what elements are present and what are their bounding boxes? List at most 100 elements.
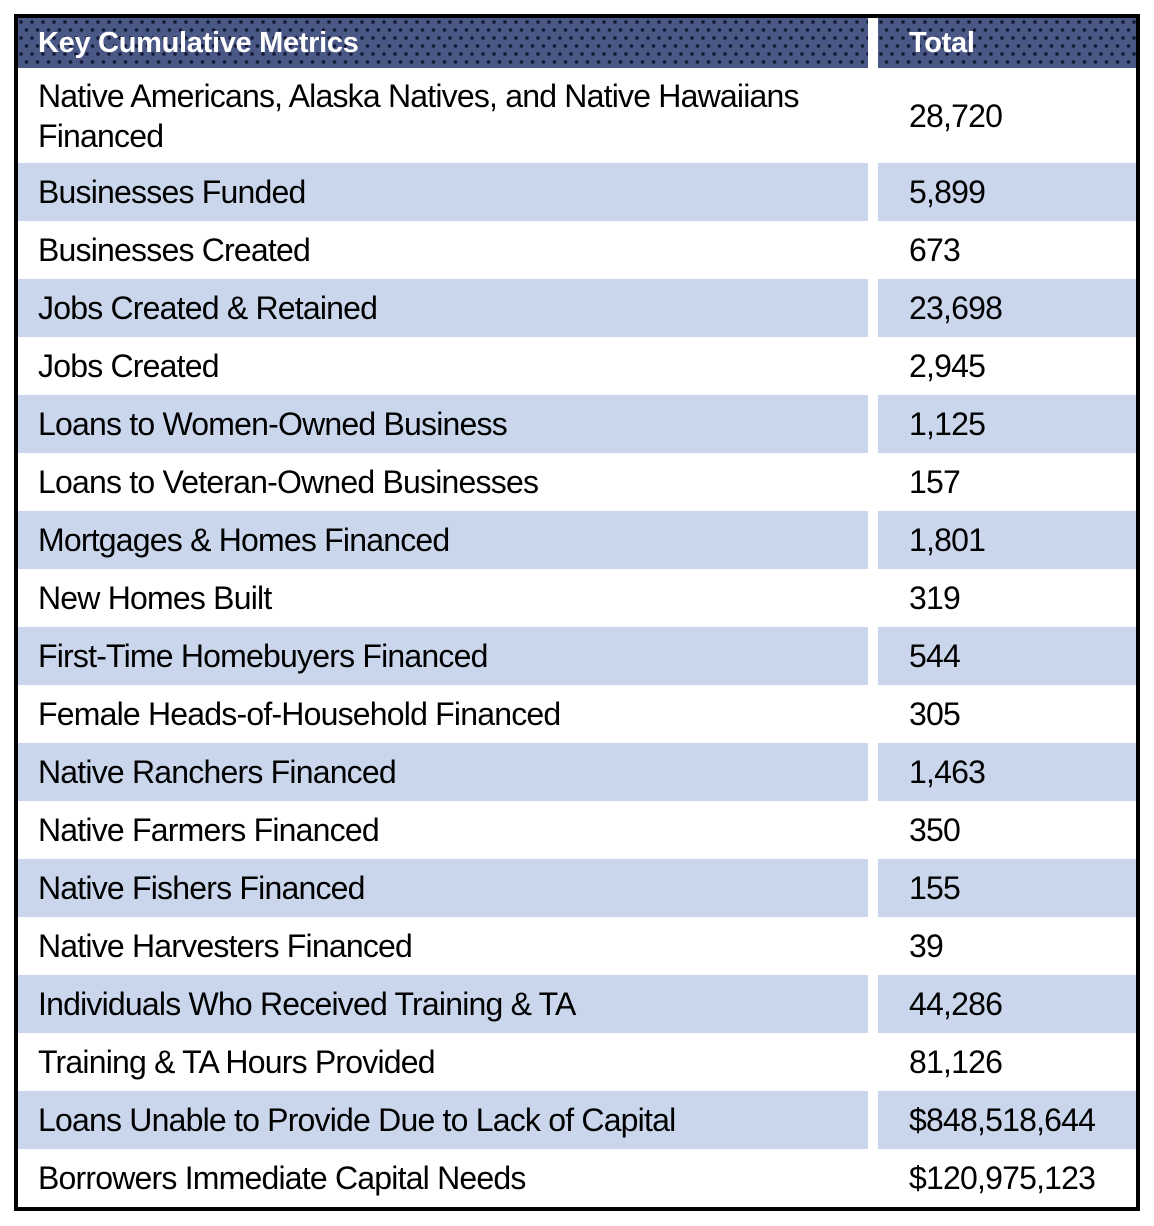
table-row: Individuals Who Received Training & TA 4…	[18, 975, 1136, 1033]
metric-label: Training & TA Hours Provided	[38, 1044, 436, 1080]
metric-value-cell: 44,286	[873, 975, 1136, 1033]
metric-label-cell: Native Americans, Alaska Natives, and Na…	[18, 68, 878, 163]
metric-label-cell: Individuals Who Received Training & TA	[18, 975, 878, 1033]
table-row: First-Time Homebuyers Financed 544	[18, 627, 1136, 685]
metric-value: 319	[909, 580, 961, 616]
metric-value-cell: 673	[873, 221, 1136, 279]
table-row: Borrowers Immediate Capital Needs $120,9…	[18, 1149, 1136, 1207]
metric-value: 2,945	[909, 348, 986, 384]
metric-label: Businesses Created	[38, 232, 311, 268]
metric-value-cell: 5,899	[873, 163, 1136, 221]
metric-label: Native Farmers Financed	[38, 812, 380, 848]
metric-value: 1,125	[909, 406, 986, 442]
metric-label-cell: Native Ranchers Financed	[18, 743, 878, 801]
metric-label-cell: Loans Unable to Provide Due to Lack of C…	[18, 1091, 878, 1149]
metric-label-cell: Native Fishers Financed	[18, 859, 878, 917]
metric-label-cell: Businesses Funded	[18, 163, 878, 221]
metric-label: Loans to Veteran-Owned Businesses	[38, 464, 539, 500]
metric-value: 28,720	[909, 97, 1003, 134]
metric-value-cell: 305	[873, 685, 1136, 743]
metric-label: Native Fishers Financed	[38, 870, 365, 906]
table-row: Loans to Women-Owned Business 1,125	[18, 395, 1136, 453]
table-row: Native Fishers Financed 155	[18, 859, 1136, 917]
metric-label: Mortgages & Homes Financed	[38, 522, 450, 558]
table-row: Loans Unable to Provide Due to Lack of C…	[18, 1091, 1136, 1149]
metric-label-cell: Training & TA Hours Provided	[18, 1033, 878, 1091]
metric-label: Native Americans, Alaska Natives, and Na…	[38, 77, 800, 154]
metric-value: 157	[909, 464, 961, 500]
metric-value-cell: 350	[873, 801, 1136, 859]
table-row: Native Farmers Financed 350	[18, 801, 1136, 859]
metric-value-cell: 155	[873, 859, 1136, 917]
metric-value-cell: $120,975,123	[873, 1149, 1136, 1207]
metric-value: 544	[909, 638, 961, 674]
metric-value: 155	[909, 870, 961, 906]
table-row: Mortgages & Homes Financed 1,801	[18, 511, 1136, 569]
table-head: Key Cumulative Metrics Total	[18, 18, 1136, 68]
metric-value-cell: 2,945	[873, 337, 1136, 395]
metric-label-cell: Jobs Created	[18, 337, 878, 395]
metric-label-cell: Jobs Created & Retained	[18, 279, 878, 337]
metric-value: 350	[909, 812, 961, 848]
metrics-header-label: Key Cumulative Metrics	[38, 26, 359, 59]
metric-label: Native Ranchers Financed	[38, 754, 397, 790]
metric-value: 1,463	[909, 754, 986, 790]
metric-label-cell: Loans to Veteran-Owned Businesses	[18, 453, 878, 511]
table-row: Native Harvesters Financed 39	[18, 917, 1136, 975]
metric-label-cell: New Homes Built	[18, 569, 878, 627]
metric-label: Jobs Created & Retained	[38, 290, 378, 326]
table-row: Native Americans, Alaska Natives, and Na…	[18, 68, 1136, 163]
metric-value: 81,126	[909, 1044, 1003, 1080]
metric-value: $848,518,644	[909, 1102, 1096, 1138]
total-header-cell: Total	[873, 18, 1136, 68]
key-cumulative-metrics-table: Key Cumulative Metrics Total Native Amer…	[14, 14, 1140, 1211]
table-row: Loans to Veteran-Owned Businesses 157	[18, 453, 1136, 511]
table-row: Jobs Created & Retained 23,698	[18, 279, 1136, 337]
metric-label: Jobs Created	[38, 348, 220, 384]
metric-value: 23,698	[909, 290, 1003, 326]
metric-label-cell: Borrowers Immediate Capital Needs	[18, 1149, 878, 1207]
metrics-table: Key Cumulative Metrics Total Native Amer…	[18, 18, 1136, 1207]
metric-value-cell: $848,518,644	[873, 1091, 1136, 1149]
metric-value: 1,801	[909, 522, 986, 558]
metric-label: First-Time Homebuyers Financed	[38, 638, 488, 674]
metric-label-cell: Loans to Women-Owned Business	[18, 395, 878, 453]
metric-label: Female Heads-of-Household Financed	[38, 696, 561, 732]
metric-value-cell: 39	[873, 917, 1136, 975]
table-body: Native Americans, Alaska Natives, and Na…	[18, 68, 1136, 1207]
table-row: Female Heads-of-Household Financed 305	[18, 685, 1136, 743]
metric-label-cell: Native Farmers Financed	[18, 801, 878, 859]
metric-value-cell: 23,698	[873, 279, 1136, 337]
table-row: Jobs Created 2,945	[18, 337, 1136, 395]
metric-label: Native Harvesters Financed	[38, 928, 413, 964]
metric-value-cell: 319	[873, 569, 1136, 627]
metric-value-cell: 28,720	[873, 68, 1136, 163]
metric-label: Businesses Funded	[38, 174, 306, 210]
metric-label: Loans Unable to Provide Due to Lack of C…	[38, 1102, 676, 1138]
table-row: Native Ranchers Financed 1,463	[18, 743, 1136, 801]
metric-label: Borrowers Immediate Capital Needs	[38, 1160, 526, 1196]
metric-label-cell: Mortgages & Homes Financed	[18, 511, 878, 569]
metric-value-cell: 81,126	[873, 1033, 1136, 1091]
metrics-header-cell: Key Cumulative Metrics	[18, 18, 878, 68]
metric-label: Loans to Women-Owned Business	[38, 406, 508, 442]
metric-label-cell: Native Harvesters Financed	[18, 917, 878, 975]
metric-value: 39	[909, 928, 944, 964]
table-row: Training & TA Hours Provided 81,126	[18, 1033, 1136, 1091]
metric-value-cell: 544	[873, 627, 1136, 685]
table-row: Businesses Created 673	[18, 221, 1136, 279]
metric-value: 5,899	[909, 174, 986, 210]
metric-value: 44,286	[909, 986, 1003, 1022]
metric-value: 673	[909, 232, 961, 268]
metric-value-cell: 157	[873, 453, 1136, 511]
metric-label: Individuals Who Received Training & TA	[38, 986, 576, 1022]
total-header-label: Total	[909, 26, 975, 59]
metric-value-cell: 1,801	[873, 511, 1136, 569]
metric-label: New Homes Built	[38, 580, 272, 616]
table-row: Businesses Funded 5,899	[18, 163, 1136, 221]
table-header-row: Key Cumulative Metrics Total	[18, 18, 1136, 68]
metric-value-cell: 1,463	[873, 743, 1136, 801]
table-row: New Homes Built 319	[18, 569, 1136, 627]
metric-label-cell: Businesses Created	[18, 221, 878, 279]
